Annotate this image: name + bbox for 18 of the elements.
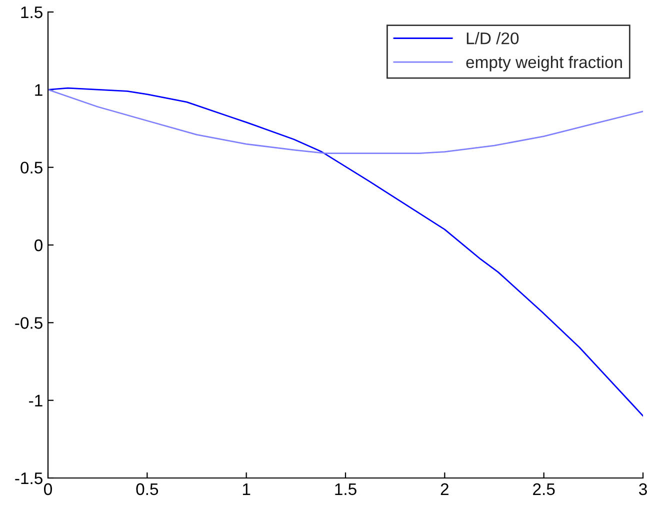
x-tick-label: 1.5 — [335, 483, 356, 496]
x-tick-label: 2 — [440, 483, 448, 495]
x-tick-label: 2.5 — [533, 483, 555, 496]
y-tick-label: 0 — [34, 239, 42, 252]
y-tick-label: -0.5 — [15, 317, 42, 329]
x-tick-label: 0.5 — [136, 483, 158, 496]
y-tick-label: 1 — [35, 84, 42, 96]
line-series — [48, 88, 643, 154]
line-series — [48, 87, 643, 417]
x-tick-label: 1 — [242, 483, 250, 495]
legend-label: empty weight fraction — [466, 56, 622, 72]
x-tick-label: 0 — [44, 483, 52, 496]
legend-label: L/D /20 — [466, 32, 519, 44]
y-tick-label: -1.5 — [15, 472, 42, 484]
y-tick-label: -1 — [29, 394, 42, 406]
y-tick-label: 0.5 — [20, 162, 42, 174]
x-tick-label: 3 — [639, 483, 647, 496]
y-tick-label: 1.5 — [21, 6, 42, 18]
